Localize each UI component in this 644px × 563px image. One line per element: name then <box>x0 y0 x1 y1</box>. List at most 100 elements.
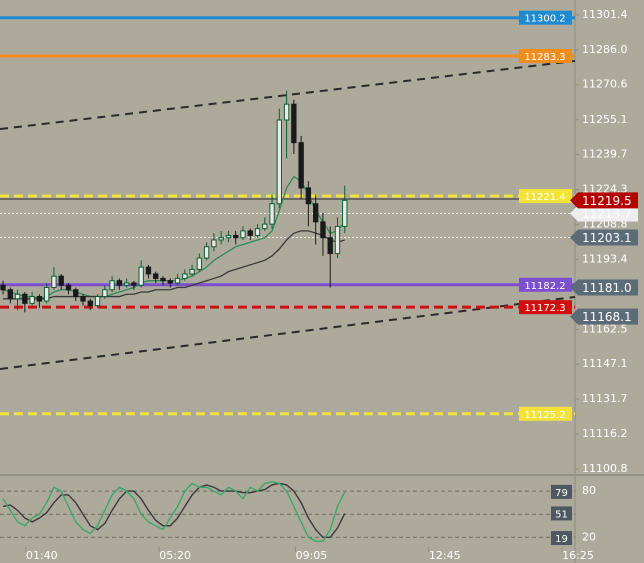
price-tag <box>570 279 638 296</box>
candle-body <box>312 203 319 223</box>
candle-body <box>58 275 64 286</box>
candle-body <box>189 268 195 275</box>
candle-body <box>153 273 159 279</box>
candle-body <box>22 293 28 304</box>
level-label: 11221.4 <box>524 192 565 203</box>
y-tick-label: 11147.1 <box>582 357 628 370</box>
candle-body <box>65 284 72 291</box>
level-label: 11125.2 <box>524 410 565 421</box>
price-tag <box>570 308 638 325</box>
price-tag-label: 11181.0 <box>582 281 632 295</box>
price-tag <box>570 192 638 209</box>
candle-body <box>36 296 43 302</box>
candle-body <box>29 296 35 304</box>
price-tag-label: 11168.1 <box>582 310 632 324</box>
candle-body <box>269 203 275 225</box>
x-tick-label: 12:45 <box>429 549 461 562</box>
candle-body <box>102 289 108 298</box>
candle-body <box>80 296 86 302</box>
trendline <box>0 59 576 131</box>
candle-body <box>334 225 341 255</box>
candle-body <box>138 266 144 286</box>
candle-body <box>291 103 297 144</box>
candle-body <box>160 277 166 282</box>
candle-body <box>262 223 268 230</box>
stoch-line <box>2 482 346 538</box>
level-tag <box>519 189 572 204</box>
candle-body <box>167 280 173 284</box>
y-tick-label: 11239.7 <box>582 148 628 161</box>
y-tick-label: 11162.5 <box>582 322 628 335</box>
level-tag <box>519 406 572 421</box>
x-tick-label: 09:05 <box>296 549 328 562</box>
level-label: 11300.2 <box>524 14 565 25</box>
price-tag-label: 11203.1 <box>582 231 632 245</box>
x-tick-label: 16:25 <box>562 549 594 562</box>
price-tag-label: 11213.7 <box>582 207 632 221</box>
candle-body <box>131 282 137 286</box>
candle-body <box>145 266 152 275</box>
candle-body <box>196 257 203 270</box>
candle-body <box>14 293 21 300</box>
x-tick-label: 05:20 <box>159 549 191 562</box>
level-label: 11182.2 <box>524 281 565 292</box>
stoch-tick-label: 20 <box>582 530 596 543</box>
candle-body <box>327 237 333 255</box>
moving-average <box>2 175 346 300</box>
candle-body <box>203 246 210 259</box>
candle-body <box>320 221 326 239</box>
y-tick-label: 11224.3 <box>582 182 628 195</box>
candle-body <box>94 296 101 307</box>
level-label: 11172.3 <box>524 303 565 314</box>
stoch-tag-label: 19 <box>555 534 568 545</box>
stoch-tick-label: 80 <box>582 484 596 497</box>
y-tick-label: 11286.0 <box>582 43 628 56</box>
candle-body <box>182 273 188 279</box>
candle-body <box>218 237 224 241</box>
level-tag <box>519 300 572 315</box>
candle-body <box>174 277 181 284</box>
y-tick-label: 11100.8 <box>582 462 628 475</box>
stoch-tag <box>551 506 572 521</box>
candle-body <box>240 230 246 239</box>
candle-body <box>7 289 13 300</box>
candle-body <box>247 230 253 236</box>
candle-body <box>51 275 57 288</box>
candle-body <box>254 228 261 236</box>
moving-average <box>3 230 345 300</box>
candle-body <box>276 119 283 205</box>
x-tick-label: 01:40 <box>26 549 58 562</box>
candle-body <box>298 142 304 189</box>
y-tick-label: 11193.4 <box>582 252 628 265</box>
level-label: 11283.3 <box>524 52 565 63</box>
stoch-tag-label: 79 <box>555 488 568 499</box>
candle-body <box>123 282 130 286</box>
candle-body <box>43 286 50 302</box>
stoch-line <box>2 481 346 542</box>
candle-body <box>109 280 115 291</box>
candle-body <box>116 280 123 286</box>
candle-body <box>211 239 217 248</box>
stoch-tag <box>551 484 572 499</box>
stoch-tag-label: 51 <box>555 509 568 520</box>
level-tag <box>519 277 572 292</box>
candle-body <box>225 234 232 239</box>
stoch-tag <box>551 531 572 546</box>
level-tag <box>519 10 572 25</box>
y-tick-label: 11131.7 <box>582 392 628 405</box>
price-tag-label: 11219.5 <box>582 194 632 208</box>
candle-body <box>283 103 290 121</box>
trendline <box>0 296 576 370</box>
candle-body <box>87 300 93 307</box>
y-tick-label: 11270.6 <box>582 78 628 91</box>
price-tag <box>570 229 638 246</box>
candle-body <box>73 289 79 298</box>
candle-body <box>305 187 312 205</box>
candle-body <box>342 199 348 227</box>
candle-body <box>0 284 6 291</box>
y-tick-label: 11116.2 <box>582 427 628 440</box>
price-tag <box>570 205 638 222</box>
y-tick-label: 11255.1 <box>582 113 628 126</box>
